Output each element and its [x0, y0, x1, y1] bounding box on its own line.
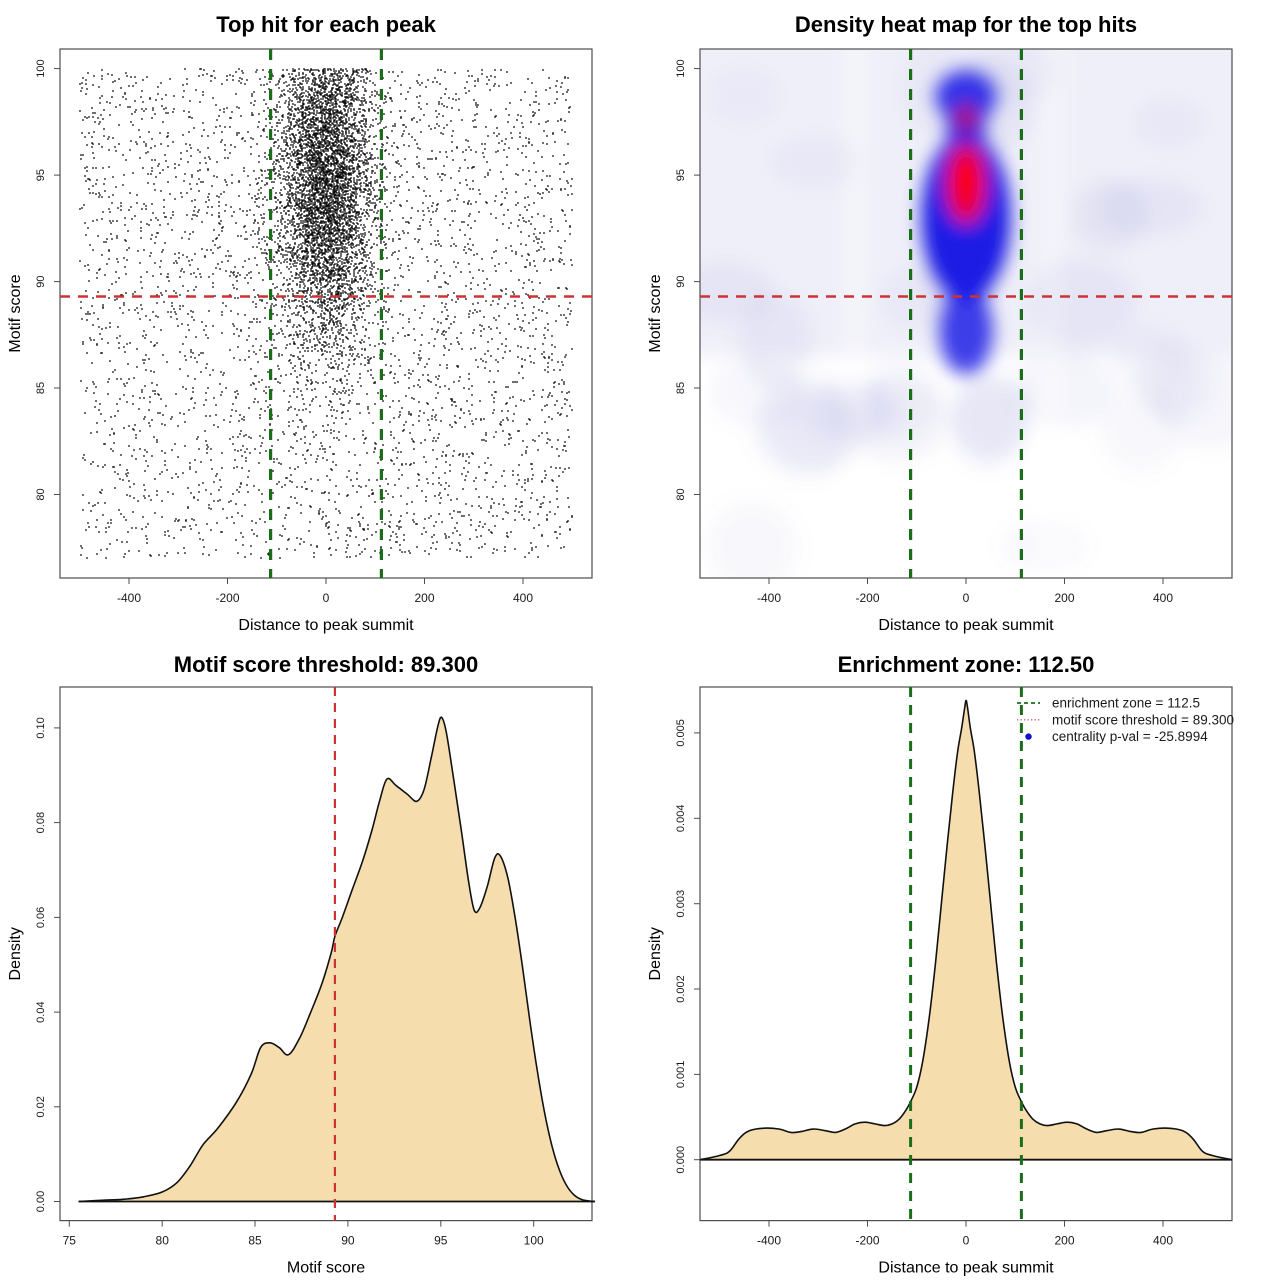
- svg-text:0.02: 0.02: [35, 1096, 47, 1117]
- svg-text:motif score threshold = 89.300: motif score threshold = 89.300: [1052, 712, 1234, 727]
- svg-text:Distance to peak summit: Distance to peak summit: [878, 617, 1054, 634]
- svg-text:Density: Density: [7, 927, 24, 980]
- svg-text:-400: -400: [757, 1234, 781, 1248]
- svg-text:95: 95: [434, 1234, 448, 1248]
- svg-text:0.00: 0.00: [35, 1191, 47, 1212]
- svg-text:0: 0: [323, 591, 330, 605]
- svg-text:95: 95: [35, 169, 47, 181]
- svg-text:-400: -400: [117, 591, 141, 605]
- svg-text:90: 90: [35, 275, 47, 287]
- svg-text:95: 95: [675, 169, 687, 181]
- svg-text:-400: -400: [757, 591, 781, 605]
- svg-text:100: 100: [35, 59, 47, 77]
- svg-text:Distance to peak summit: Distance to peak summit: [238, 617, 414, 634]
- svg-text:0: 0: [963, 1234, 970, 1248]
- svg-text:Enrichment zone: 112.50: Enrichment zone: 112.50: [838, 652, 1095, 677]
- svg-text:400: 400: [1153, 591, 1173, 605]
- svg-text:90: 90: [341, 1234, 355, 1248]
- svg-text:centrality p-val = -25.8994: centrality p-val = -25.8994: [1052, 729, 1208, 744]
- svg-text:Density: Density: [647, 927, 664, 980]
- svg-text:100: 100: [524, 1234, 544, 1248]
- svg-text:200: 200: [414, 591, 434, 605]
- svg-text:0.04: 0.04: [35, 1001, 47, 1022]
- svg-text:200: 200: [1054, 1234, 1074, 1248]
- svg-text:Motif score: Motif score: [7, 274, 24, 352]
- svg-text:0.000: 0.000: [675, 1146, 687, 1174]
- svg-text:75: 75: [63, 1234, 77, 1248]
- svg-text:100: 100: [675, 59, 687, 77]
- svg-text:0.06: 0.06: [35, 907, 47, 928]
- svg-text:-200: -200: [855, 591, 879, 605]
- svg-text:-200: -200: [215, 591, 239, 605]
- svg-text:0.002: 0.002: [675, 975, 687, 1003]
- svg-text:200: 200: [1054, 591, 1074, 605]
- svg-text:85: 85: [675, 382, 687, 394]
- svg-text:85: 85: [248, 1234, 262, 1248]
- svg-text:0.003: 0.003: [675, 890, 687, 918]
- svg-text:90: 90: [675, 275, 687, 287]
- svg-text:enrichment zone = 112.5: enrichment zone = 112.5: [1052, 696, 1200, 711]
- svg-text:0.005: 0.005: [675, 719, 687, 747]
- svg-text:Top hit for each peak: Top hit for each peak: [216, 12, 436, 37]
- svg-text:0.10: 0.10: [35, 717, 47, 738]
- svg-text:Motif score: Motif score: [647, 274, 664, 352]
- svg-text:Distance to peak summit: Distance to peak summit: [878, 1260, 1054, 1277]
- svg-text:80: 80: [35, 488, 47, 500]
- svg-text:85: 85: [35, 382, 47, 394]
- svg-text:400: 400: [1153, 1234, 1173, 1248]
- svg-text:80: 80: [675, 488, 687, 500]
- svg-text:-200: -200: [855, 1234, 879, 1248]
- svg-text:0.001: 0.001: [675, 1061, 687, 1089]
- svg-text:400: 400: [513, 591, 533, 605]
- svg-text:0.08: 0.08: [35, 812, 47, 833]
- svg-text:80: 80: [156, 1234, 170, 1248]
- svg-text:Motif score: Motif score: [287, 1260, 365, 1277]
- svg-text:0.004: 0.004: [675, 805, 687, 833]
- svg-text:Motif score threshold: 89.300: Motif score threshold: 89.300: [174, 652, 478, 677]
- svg-text:Density heat map for the top h: Density heat map for the top hits: [795, 12, 1137, 37]
- svg-text:0: 0: [963, 591, 970, 605]
